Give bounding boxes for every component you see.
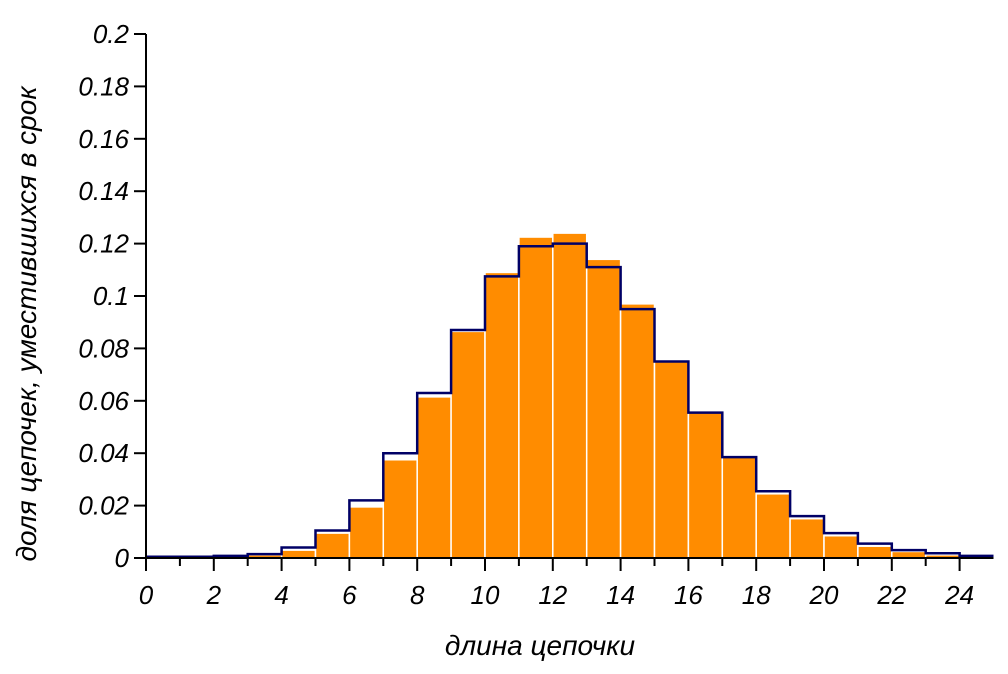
- histogram-bar: [653, 360, 690, 559]
- histogram-bar: [484, 271, 520, 559]
- histogram-bar: [552, 232, 588, 559]
- y-tick-label: 0.18: [78, 71, 129, 101]
- histogram-bar: [857, 545, 893, 559]
- y-tick-label: 0.08: [78, 333, 129, 363]
- y-tick-label: 0.06: [78, 386, 129, 416]
- x-tick-label: 10: [471, 580, 500, 610]
- y-tick-label: 0.1: [93, 281, 129, 311]
- x-axis-title: длина цепочки: [445, 630, 636, 661]
- y-tick-label: 0.14: [78, 176, 129, 206]
- model-step-line: [146, 242, 994, 558]
- histogram-bar: [280, 549, 317, 559]
- histogram-bar: [518, 236, 554, 559]
- x-tick-label: 12: [538, 580, 567, 610]
- y-tick-label: 0.2: [93, 19, 130, 49]
- histogram-bar: [416, 396, 452, 559]
- y-tick-label: 0.12: [78, 229, 129, 259]
- y-tick-label: 0.16: [78, 124, 129, 154]
- tick-labels: 0 0.02 0.04 0.06 0.08 0.1 0.12 0.14 0.16 0.18 0.2 0…: [78, 19, 974, 610]
- x-tick-label: 0: [139, 580, 154, 610]
- histogram-bar: [721, 456, 757, 559]
- histogram-bar: [314, 532, 351, 559]
- x-tick-label: 8: [410, 580, 425, 610]
- x-tick-label: 20: [809, 580, 839, 610]
- x-tick-label: 22: [876, 580, 906, 610]
- histogram-bar: [687, 411, 724, 559]
- histogram-bar: [789, 517, 825, 559]
- x-tick-label: 24: [944, 580, 974, 610]
- histogram-bars: [145, 232, 995, 559]
- axes: [134, 33, 994, 571]
- x-tick-label: 16: [674, 580, 703, 610]
- x-tick-label: 4: [274, 580, 288, 610]
- y-tick-label: 0.02: [78, 491, 129, 521]
- y-tick-label: 0: [115, 543, 130, 573]
- histogram-bar: [450, 330, 486, 559]
- y-axis-title: доля цепочек, уместившихся в срок: [11, 85, 42, 562]
- x-tick-label: 14: [606, 580, 635, 610]
- histogram-bar: [348, 506, 385, 559]
- histogram-bar: [619, 303, 656, 559]
- x-tick-label: 2: [206, 580, 222, 610]
- y-tick-label: 0.04: [78, 438, 129, 468]
- histogram-bar: [755, 493, 791, 559]
- x-tick-label: 18: [742, 580, 771, 610]
- x-tick-label: 6: [342, 580, 357, 610]
- histogram-bar: [382, 459, 418, 559]
- histogram-bar: [823, 534, 859, 559]
- step-line: [146, 242, 994, 558]
- histogram-bar: [585, 258, 622, 559]
